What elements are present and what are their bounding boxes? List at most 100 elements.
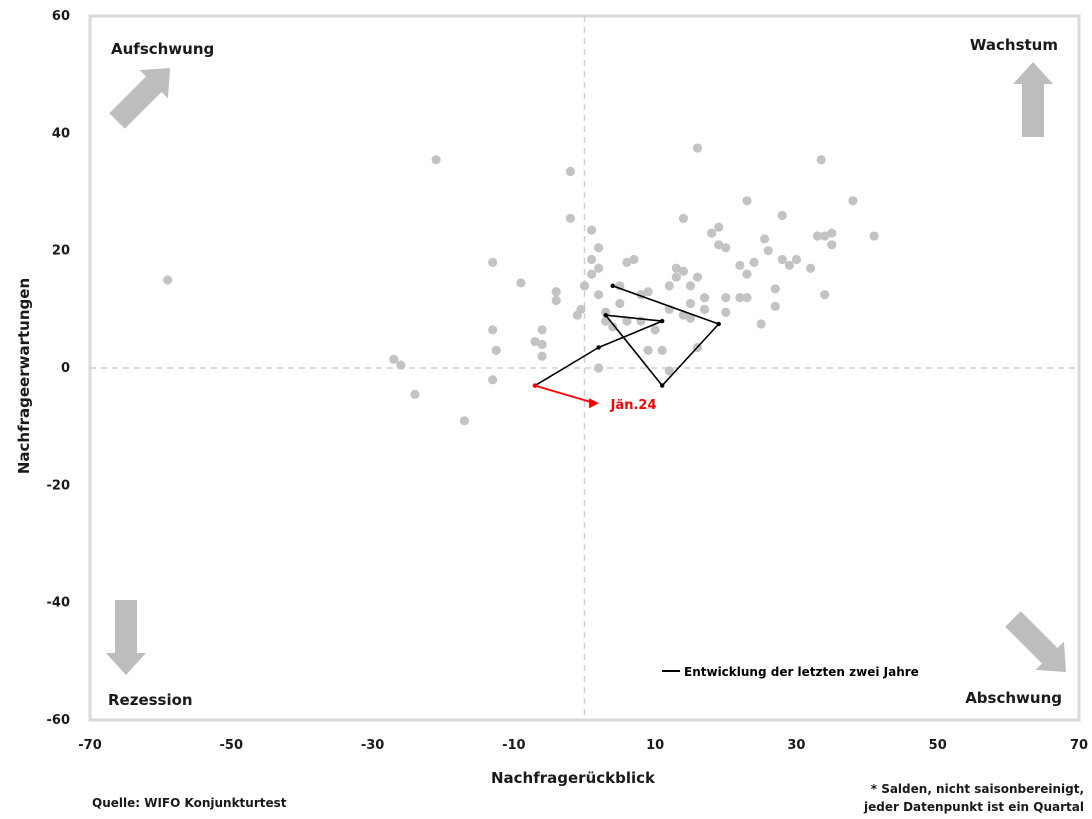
data-point (805, 263, 816, 273)
latest-point-arrowhead (589, 398, 600, 409)
data-point (586, 269, 597, 279)
data-point (721, 293, 731, 303)
data-point (537, 351, 547, 361)
reference-lines (90, 16, 1079, 720)
data-point (813, 231, 823, 241)
data-point (869, 231, 879, 241)
data-point (488, 257, 498, 267)
development-path (532, 283, 721, 409)
y-tick-label: -20 (47, 478, 71, 493)
data-point (163, 275, 173, 285)
data-point (622, 257, 632, 267)
y-axis-ticks: 60 40 20 0 -20 -40 -60 (47, 9, 71, 728)
data-point (565, 166, 575, 177)
x-axis-ticks: -70 -50 -30 -10 10 30 50 70 (78, 738, 1088, 753)
path-point (716, 321, 721, 327)
data-point (777, 210, 787, 221)
y-tick-label: -60 (47, 713, 71, 728)
data-point (650, 325, 660, 335)
data-points (163, 143, 879, 426)
data-point (692, 143, 703, 153)
quadrant-label-bottom-right: Abschwung (965, 689, 1062, 707)
data-point (742, 196, 752, 206)
y-tick-label: -40 (47, 596, 71, 611)
path-point (660, 383, 665, 388)
data-point (685, 281, 696, 291)
arrow-down-right-icon (1005, 611, 1067, 673)
data-point (714, 222, 724, 232)
data-point (756, 319, 766, 329)
data-point (671, 263, 681, 273)
data-point (678, 266, 689, 276)
y-axis-title: Nachfrageerwartungen (15, 278, 33, 474)
data-point (742, 293, 752, 303)
source-note: Quelle: WIFO Konjunkturtest (92, 796, 287, 810)
data-point (431, 155, 441, 165)
x-tick-label: 50 (929, 738, 947, 753)
y-tick-label: 60 (52, 9, 70, 24)
data-point (820, 231, 830, 241)
x-tick-label: -50 (220, 738, 244, 753)
x-tick-label: 30 (787, 738, 805, 753)
x-tick-label: 10 (646, 738, 664, 753)
data-point (671, 272, 681, 282)
data-point (816, 155, 826, 165)
path-point (603, 313, 608, 318)
annotation-jan24: Jän.24 (610, 398, 657, 413)
path-point (532, 383, 538, 388)
data-point (721, 307, 731, 317)
data-point (601, 316, 611, 326)
quadrant-label-bottom-left: Rezession (108, 691, 193, 709)
quadrant-label-top-left: Aufschwung (111, 40, 214, 58)
x-tick-label: -70 (78, 738, 102, 753)
data-point (586, 225, 597, 235)
data-point (608, 322, 618, 332)
data-point (760, 234, 770, 244)
data-point (664, 281, 674, 291)
data-point (396, 360, 406, 370)
path-point (610, 283, 615, 289)
data-point (685, 313, 696, 323)
data-point (622, 316, 632, 326)
data-point (594, 263, 604, 273)
data-point (576, 304, 586, 314)
data-point (685, 298, 696, 309)
data-point (699, 293, 710, 303)
data-point (530, 337, 540, 347)
data-point (784, 260, 794, 270)
data-point (735, 260, 745, 270)
x-tick-label: -30 (361, 738, 385, 753)
y-tick-label: 0 (61, 361, 70, 376)
data-point (594, 243, 604, 253)
data-point (586, 254, 597, 265)
data-point (664, 366, 674, 376)
data-point (643, 287, 653, 297)
data-point (615, 298, 625, 309)
data-point (537, 339, 547, 350)
data-point (516, 278, 526, 288)
data-point (565, 213, 575, 223)
data-point (827, 228, 837, 238)
data-point (777, 254, 787, 265)
arrow-down-icon (106, 600, 146, 675)
data-point (721, 243, 731, 253)
latest-path-line (534, 384, 596, 405)
data-point (551, 295, 561, 306)
data-point (579, 281, 590, 291)
data-point (491, 345, 501, 355)
data-point (594, 290, 604, 300)
data-point (410, 389, 420, 399)
data-point (459, 416, 470, 426)
x-axis-title: Nachfragerückblick (491, 769, 656, 787)
data-point (657, 345, 667, 355)
quadrant-arrows (106, 62, 1067, 675)
data-point (820, 290, 830, 300)
footnote-line-2: jeder Datenpunkt ist ein Quartal (864, 800, 1084, 814)
data-point (770, 301, 780, 311)
data-point (488, 325, 498, 335)
data-point (735, 293, 745, 303)
data-point (643, 345, 653, 355)
data-point (749, 257, 759, 267)
data-point (770, 284, 780, 294)
